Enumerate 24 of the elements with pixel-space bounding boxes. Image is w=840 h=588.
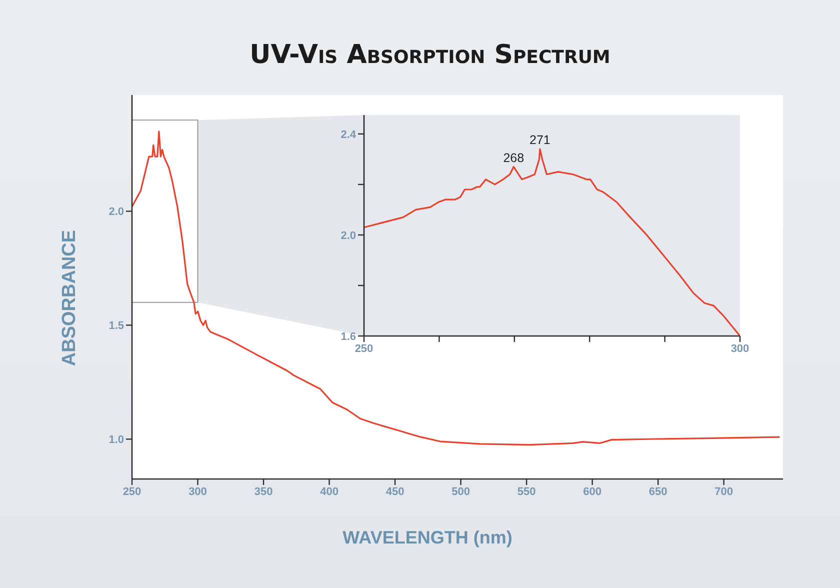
- x-tick-label: 550: [517, 486, 536, 498]
- y-tick-label: 2.0: [108, 206, 124, 218]
- x-tick-label: 300: [730, 342, 750, 355]
- annotation: 271: [530, 133, 550, 148]
- x-tick-label: 500: [452, 486, 470, 498]
- x-tick-label: 250: [122, 486, 142, 498]
- y-tick-label: 1.0: [108, 434, 124, 446]
- x-tick-label: 400: [320, 486, 338, 498]
- chart-title: UV-Vis Absorption Spectrum: [250, 40, 610, 70]
- y-tick-label: 1.6: [340, 330, 356, 343]
- x-tick-label: 300: [188, 486, 207, 498]
- x-tick-label: 450: [386, 486, 404, 498]
- x-tick-label: 600: [583, 486, 602, 498]
- x-tick-label: 250: [354, 342, 374, 355]
- line-series: [132, 130, 780, 446]
- annotation: 268: [503, 150, 524, 165]
- y-axis-title: ABSORBANCE: [59, 230, 81, 366]
- y-tick-label: 1.5: [108, 320, 124, 332]
- x-tick-label: 650: [648, 486, 668, 498]
- y-tick-label: 2.0: [340, 230, 356, 242]
- x-axis-title: WAVELENGTH (nm): [342, 528, 512, 548]
- x-tick-label: 700: [714, 486, 733, 498]
- x-tick-label: 350: [254, 486, 273, 498]
- y-tick-label: 2.4: [340, 128, 357, 141]
